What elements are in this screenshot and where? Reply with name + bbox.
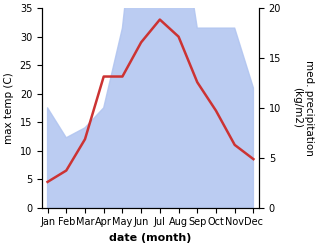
Y-axis label: med. precipitation
(kg/m2): med. precipitation (kg/m2) bbox=[292, 60, 314, 156]
X-axis label: date (month): date (month) bbox=[109, 233, 192, 243]
Y-axis label: max temp (C): max temp (C) bbox=[4, 72, 14, 144]
